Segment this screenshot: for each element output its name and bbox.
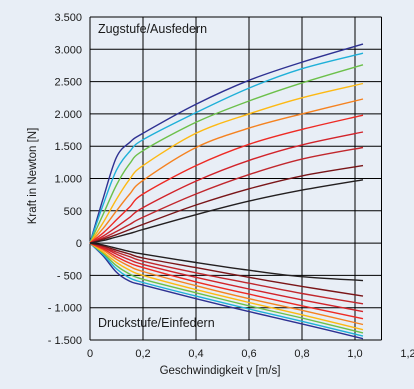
y-tick-label: 3.500 <box>54 12 82 24</box>
series-line-druck-5 <box>89 242 364 326</box>
series-line-zug-8 <box>89 146 364 244</box>
x-tick-label: 1,0 <box>347 348 362 360</box>
x-tick-label: 1,2 <box>400 348 414 360</box>
series-line-druck-6 <box>89 242 364 320</box>
y-tick-label: - 500 <box>57 270 82 282</box>
series-layer <box>89 43 364 340</box>
series-line-zug-9 <box>89 164 364 244</box>
series-line-druck-1 <box>89 242 364 340</box>
series-line-zug-7 <box>89 131 364 244</box>
y-tick-label: 1.500 <box>54 141 82 153</box>
y-axis-label: Kraft in Newton [N] <box>27 128 39 225</box>
annotation-zugstufe: Zugstufe/Ausfedern <box>98 22 207 36</box>
series-line-zug-3 <box>89 64 364 244</box>
grid-layer <box>89 16 382 341</box>
y-tick-label: 500 <box>64 206 82 218</box>
y-tick-label: 2.000 <box>54 109 82 121</box>
y-tick-label: 1.000 <box>54 174 82 186</box>
y-tick-label: 3.000 <box>54 44 82 56</box>
y-tick-label: 2.500 <box>54 77 82 89</box>
series-line-zug-5 <box>89 98 364 244</box>
annotation-druckstufe: Druckstufe/Einfedern <box>98 316 215 330</box>
series-line-druck-9 <box>89 242 364 297</box>
series-line-zug-10 <box>89 179 364 244</box>
series-line-druck-8 <box>89 242 364 305</box>
ticks-layer: - 1.500 - 1.000 - 500 0 500 1.000 1.500 2.000 2.… <box>48 12 414 360</box>
x-tick-label: 0 <box>87 348 93 360</box>
series-line-druck-4 <box>89 242 364 331</box>
y-tick-label: - 1.500 <box>48 335 82 347</box>
series-line-zug-2 <box>89 52 364 244</box>
series-line-druck-2 <box>89 242 364 337</box>
x-tick-label: 0,2 <box>135 348 150 360</box>
x-axis-label: Geschwindigkeit v [m/s] <box>160 365 281 377</box>
series-line-zug-4 <box>89 82 364 244</box>
x-tick-label: 0,4 <box>188 348 203 360</box>
series-line-zug-1 <box>89 43 364 244</box>
series-line-druck-10 <box>89 242 364 282</box>
series-line-druck-7 <box>89 242 364 313</box>
y-tick-label: 0 <box>76 238 82 250</box>
x-tick-label: 0,8 <box>294 348 309 360</box>
x-tick-label: 0,6 <box>241 348 256 360</box>
y-tick-label: - 1.000 <box>48 303 82 315</box>
series-line-druck-3 <box>89 242 364 334</box>
series-line-zug-6 <box>89 114 364 244</box>
annotation-layer: Zugstufe/Ausfedern Druckstufe/Einfedern <box>98 22 215 330</box>
